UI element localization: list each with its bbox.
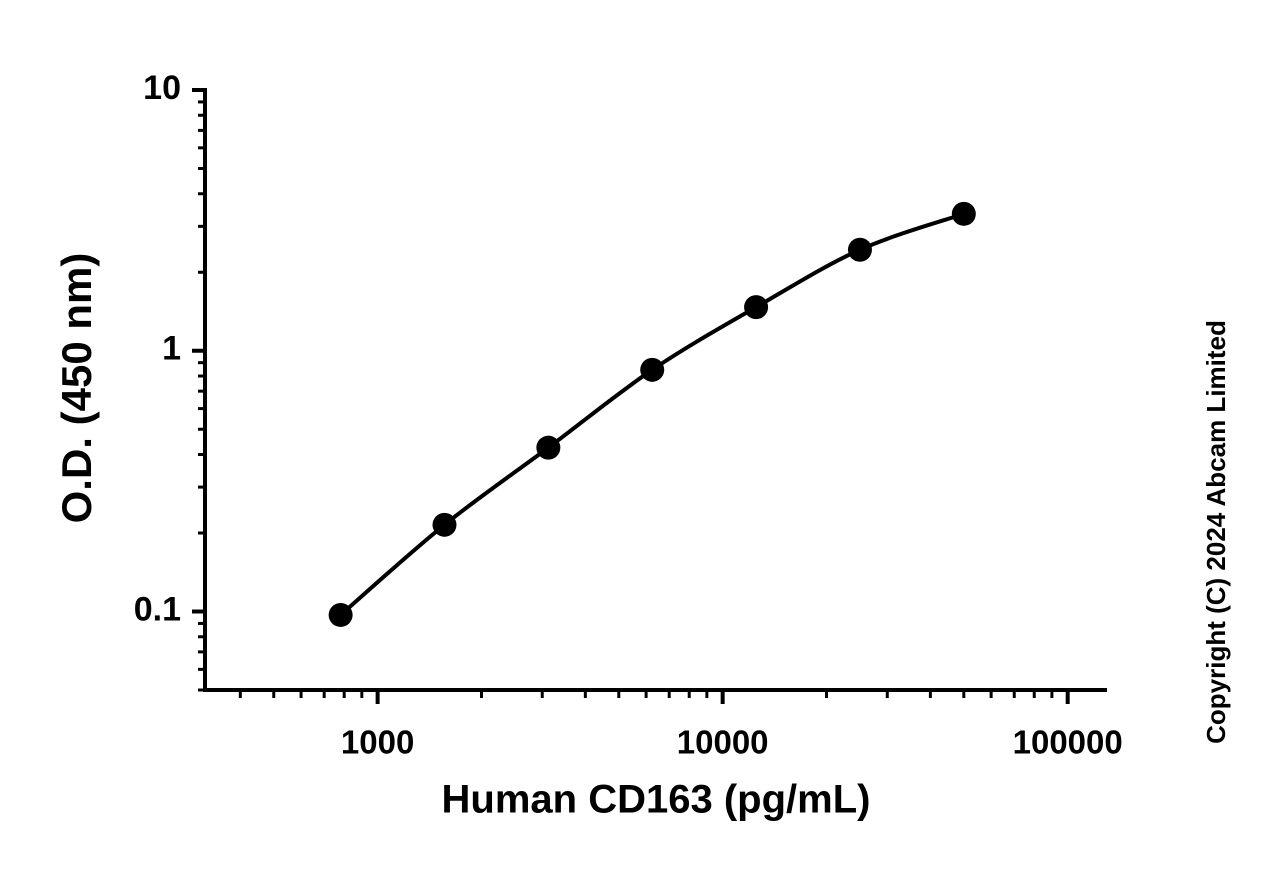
y-tick-label: 1 [162,330,181,368]
y-axis-title: O.D. (450 nm) [53,253,100,524]
x-tick-label: 100000 [1013,724,1123,761]
fit-curve [339,211,965,617]
data-point [432,512,457,537]
data-point [536,435,561,460]
x-axis-title: Human CD163 (pg/mL) [442,778,871,822]
data-point [951,201,976,226]
data-point [640,357,665,382]
copyright: Copyright (C) 2024 Abcam Limited [1201,320,1231,744]
y-tick-label: 0.1 [134,590,181,628]
y-tick-label: 10 [143,69,181,107]
x-tick-label: 10000 [677,724,769,761]
data-point [847,237,872,262]
data-point [744,295,769,320]
x-tick-label: 1000 [341,724,414,761]
data-point [328,602,353,627]
